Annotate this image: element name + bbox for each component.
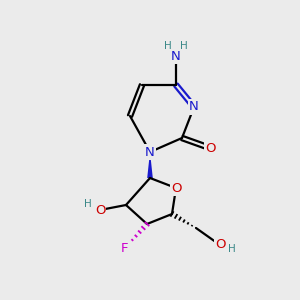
- Text: O: O: [171, 182, 181, 194]
- Text: N: N: [189, 100, 199, 113]
- Text: O: O: [95, 203, 105, 217]
- Polygon shape: [147, 152, 153, 178]
- Text: O: O: [205, 142, 215, 154]
- Text: H: H: [84, 199, 92, 209]
- Text: H: H: [164, 41, 172, 51]
- Text: H: H: [228, 244, 236, 254]
- Text: N: N: [145, 146, 155, 158]
- Text: O: O: [215, 238, 225, 251]
- Text: N: N: [171, 50, 181, 62]
- Text: H: H: [180, 41, 188, 51]
- Text: F: F: [121, 242, 129, 254]
